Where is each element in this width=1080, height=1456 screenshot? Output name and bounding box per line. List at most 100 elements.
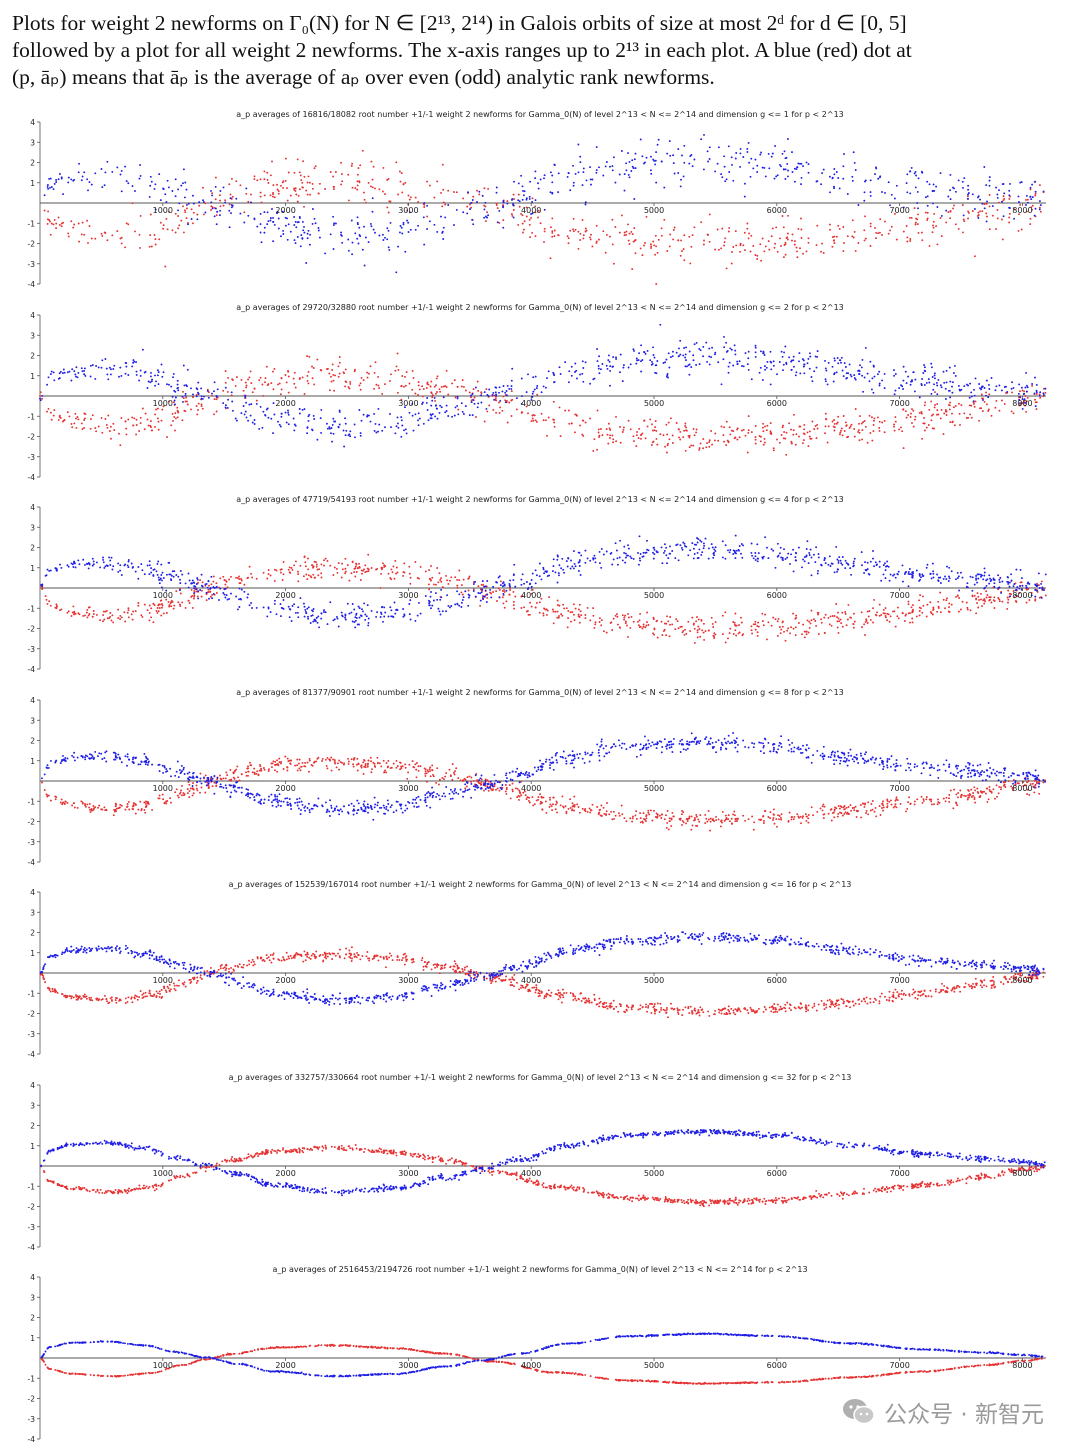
point-even <box>802 165 804 168</box>
point-odd <box>742 633 745 636</box>
point-odd <box>468 577 470 580</box>
point-even <box>1033 214 1036 217</box>
point-even <box>786 175 789 178</box>
point-odd <box>898 427 901 430</box>
point-odd <box>589 619 592 622</box>
point-odd <box>139 421 142 424</box>
point-even <box>1018 382 1021 385</box>
point-even <box>615 357 618 360</box>
point-even <box>58 376 61 379</box>
point-even <box>570 559 572 562</box>
point-even <box>1019 181 1022 184</box>
point-odd <box>242 389 245 392</box>
point-odd <box>479 604 482 607</box>
point-odd <box>850 809 853 812</box>
point-odd <box>259 178 262 181</box>
point-odd <box>303 392 306 395</box>
point-odd <box>487 789 490 792</box>
point-odd <box>630 230 633 233</box>
point-odd <box>852 626 855 629</box>
point-odd <box>1007 598 1010 601</box>
point-even <box>521 198 524 201</box>
point-even <box>389 221 392 224</box>
point-odd <box>695 428 698 430</box>
point-even <box>59 563 61 566</box>
point-odd <box>923 403 926 406</box>
point-odd <box>367 568 370 571</box>
point-even <box>45 574 48 577</box>
point-even <box>683 144 686 147</box>
point-even <box>390 615 393 618</box>
point-even <box>427 418 430 421</box>
point-even <box>939 383 942 386</box>
point-even <box>942 577 945 580</box>
point-odd <box>943 412 946 414</box>
point-even <box>331 423 334 426</box>
point-odd <box>406 209 409 212</box>
point-odd <box>872 607 874 610</box>
point-odd <box>724 237 727 240</box>
point-even <box>577 570 580 572</box>
point-even <box>893 573 896 576</box>
point-odd <box>157 420 160 423</box>
point-odd <box>667 620 670 623</box>
point-even <box>513 563 516 566</box>
point-even <box>344 613 347 616</box>
point-even <box>880 579 883 582</box>
point-odd <box>442 201 445 204</box>
point-odd <box>778 626 781 628</box>
point-odd <box>182 396 185 399</box>
y-tick-label: 3 <box>30 716 35 725</box>
point-even <box>882 573 885 576</box>
point-even <box>250 201 252 204</box>
point-odd <box>774 618 777 621</box>
point-even <box>863 572 866 574</box>
point-even <box>768 167 771 170</box>
point-odd <box>829 615 832 618</box>
point-even <box>646 349 649 352</box>
point-odd <box>626 635 629 638</box>
point-even <box>599 367 602 370</box>
point-even <box>205 591 208 594</box>
point-odd <box>135 418 138 421</box>
point-odd <box>713 438 716 441</box>
point-odd <box>226 390 229 393</box>
point-even <box>530 398 533 401</box>
point-even <box>998 581 1001 584</box>
point-even <box>887 181 890 184</box>
point-even <box>1034 207 1037 210</box>
point-odd <box>634 238 637 241</box>
point-odd <box>753 820 756 823</box>
point-odd <box>756 634 759 637</box>
point-even <box>547 369 550 372</box>
point-even <box>644 161 646 164</box>
point-even <box>889 204 891 207</box>
point-odd <box>844 613 847 615</box>
point-even <box>682 353 685 356</box>
point-even <box>833 371 836 374</box>
point-even <box>215 394 218 397</box>
point-even <box>528 197 531 200</box>
point-odd <box>800 821 802 824</box>
point-odd <box>801 441 804 444</box>
x-tick-label: 3000 <box>398 206 418 215</box>
point-even <box>723 165 726 168</box>
point-even <box>414 412 417 415</box>
point-odd <box>779 632 782 635</box>
point-odd <box>501 590 504 592</box>
point-even <box>445 409 448 412</box>
point-even <box>607 353 610 356</box>
point-even <box>990 376 993 379</box>
point-even <box>893 392 896 395</box>
point-odd <box>657 238 660 241</box>
point-odd <box>68 414 71 417</box>
point-even <box>1000 591 1003 594</box>
point-even <box>930 365 933 368</box>
point-even <box>239 212 242 215</box>
point-odd <box>681 631 684 634</box>
point-even <box>754 344 757 347</box>
point-even <box>590 183 592 186</box>
point-odd <box>751 632 754 635</box>
point-even <box>931 375 934 378</box>
point-odd <box>462 385 465 388</box>
